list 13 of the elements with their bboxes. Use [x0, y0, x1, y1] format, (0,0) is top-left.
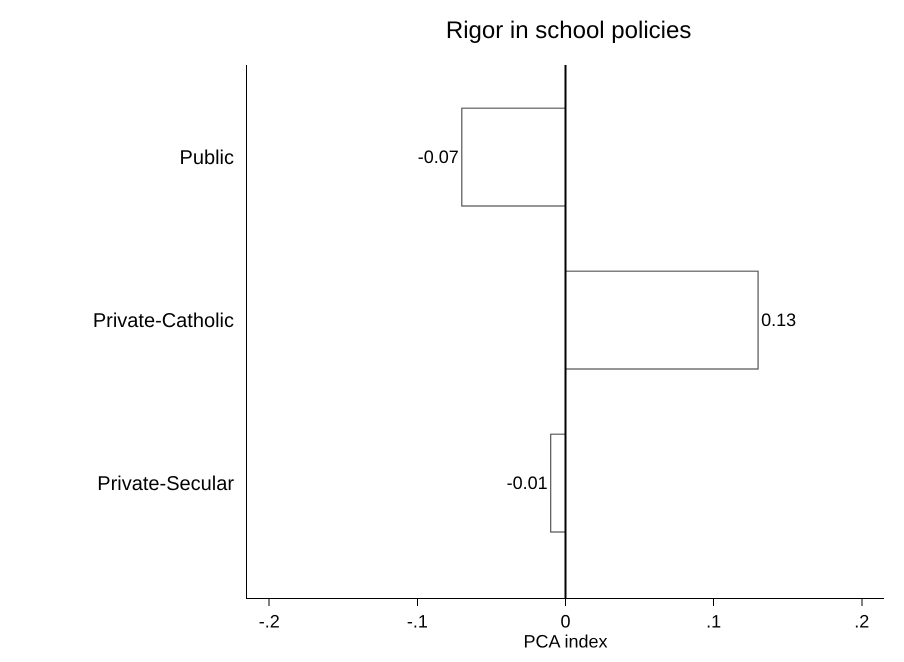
x-axis-title: PCA index: [523, 632, 608, 652]
data-label: -0.07: [418, 147, 459, 168]
y-tick-label: Public: [180, 147, 234, 170]
x-tick-label: 0: [560, 612, 571, 632]
chart-title: Rigor in school policies: [446, 17, 692, 44]
x-tick-label: -.2: [258, 612, 280, 632]
x-tick-label: .2: [854, 612, 870, 632]
x-tick-label: -.1: [406, 612, 428, 632]
y-tick-label: Private-Secular: [97, 473, 234, 496]
x-tick-label: .1: [706, 612, 722, 632]
y-tick-label: Private-Catholic: [92, 310, 234, 332]
data-label: -0.01: [506, 473, 548, 494]
data-label: 0.13: [761, 310, 796, 330]
